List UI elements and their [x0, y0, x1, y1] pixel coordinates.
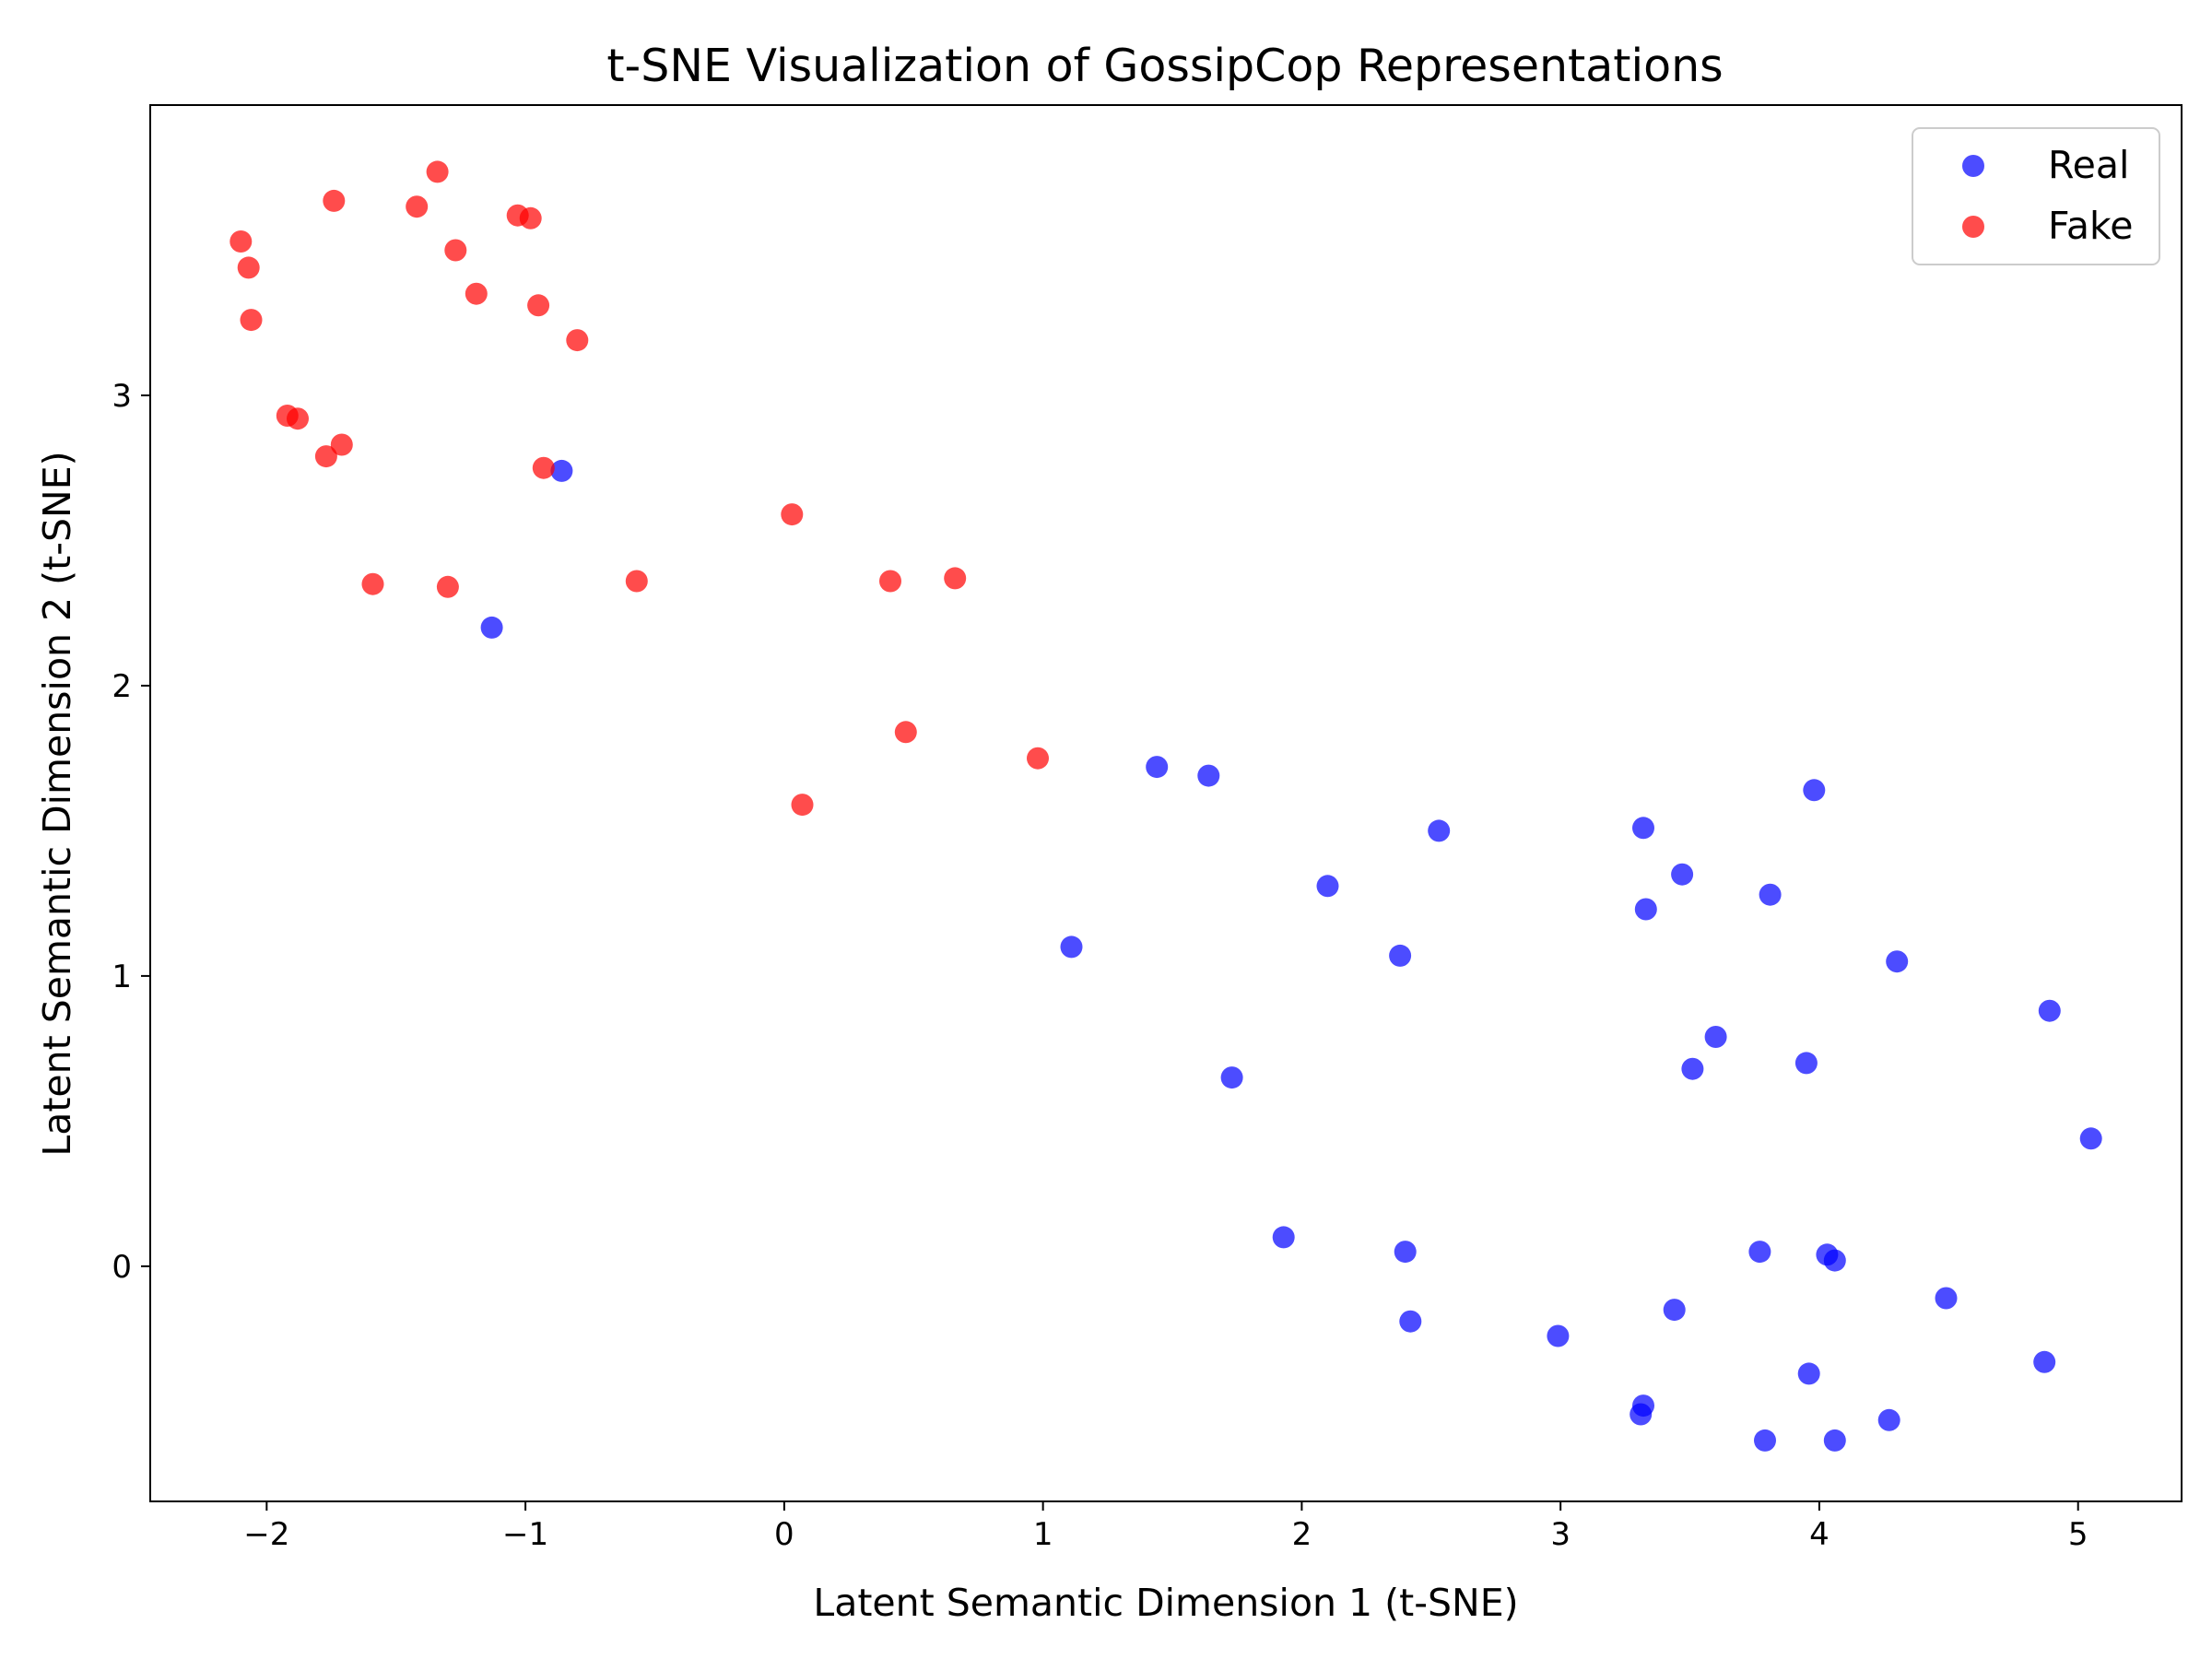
y-tick-label: 1 [112, 959, 132, 995]
legend-label-real: Real [2048, 143, 2129, 187]
x-tick-label: 3 [1550, 1516, 1571, 1553]
point-fake-11 [436, 575, 459, 598]
point-real-2 [1060, 935, 1083, 959]
point-fake-4 [287, 407, 309, 430]
x-tick-label: 5 [2068, 1516, 2088, 1553]
point-fake-5 [314, 445, 337, 468]
point-real-25 [1797, 1362, 1820, 1385]
legend-marker-fake [1962, 216, 1984, 238]
point-fake-25 [1027, 747, 1049, 770]
y-tick-label: 2 [112, 668, 132, 705]
x-tick-label: 0 [774, 1516, 794, 1553]
point-real-8 [1389, 944, 1412, 967]
point-fake-12 [444, 239, 467, 262]
x-axis-label: Latent Semantic Dimension 1 (t-SNE) [813, 1581, 1518, 1625]
point-fake-1 [237, 256, 260, 279]
point-real-33 [2033, 1350, 2056, 1373]
x-tick-label: −2 [243, 1516, 289, 1553]
point-real-14 [1632, 1394, 1654, 1418]
point-real-22 [1754, 1429, 1776, 1452]
point-real-19 [1681, 1057, 1704, 1080]
y-tick-label: 0 [112, 1249, 132, 1286]
x-tick-label: 2 [1292, 1516, 1312, 1553]
point-real-18 [1671, 863, 1694, 886]
point-fake-21 [791, 794, 814, 817]
legend: Real Fake [1912, 127, 2160, 265]
point-fake-18 [566, 329, 589, 352]
point-fake-9 [406, 195, 429, 218]
point-real-34 [2038, 999, 2061, 1022]
point-real-32 [1935, 1287, 1958, 1310]
chart-title: t-SNE Visualization of GossipCop Represe… [606, 40, 1723, 92]
point-fake-15 [519, 206, 542, 229]
point-real-23 [1759, 883, 1782, 906]
plot-frame [149, 104, 2183, 1502]
point-fake-17 [532, 456, 555, 479]
point-fake-22 [879, 570, 901, 593]
point-real-11 [1428, 819, 1451, 842]
point-real-35 [2079, 1127, 2102, 1150]
point-fake-7 [330, 433, 353, 456]
point-real-24 [1794, 1052, 1818, 1075]
x-tick-label: 1 [1033, 1516, 1053, 1553]
legend-label-fake: Fake [2048, 204, 2133, 248]
point-real-9 [1394, 1241, 1417, 1264]
point-fake-2 [240, 309, 263, 332]
point-fake-0 [229, 230, 253, 253]
point-fake-13 [465, 282, 488, 305]
point-fake-16 [527, 294, 550, 317]
point-real-4 [1197, 764, 1220, 787]
point-fake-8 [361, 572, 384, 595]
point-real-12 [1547, 1324, 1570, 1347]
point-real-7 [1316, 875, 1339, 898]
point-real-30 [1877, 1408, 1900, 1431]
point-real-17 [1663, 1299, 1686, 1322]
point-real-16 [1634, 898, 1657, 921]
x-tick-label: −1 [502, 1516, 548, 1553]
x-tick-label: 4 [1809, 1516, 1830, 1553]
y-axis-label: Latent Semantic Dimension 2 (t-SNE) [35, 451, 79, 1156]
point-fake-24 [944, 567, 967, 590]
point-real-26 [1803, 779, 1826, 802]
y-axis-ticks: 0 1 2 3 [112, 378, 150, 1286]
point-real-6 [1272, 1226, 1295, 1249]
legend-marker-real [1962, 155, 1984, 177]
point-real-20 [1704, 1026, 1727, 1048]
point-real-15 [1632, 817, 1654, 840]
point-fake-23 [894, 721, 917, 744]
points-layer [229, 160, 2102, 1452]
y-tick-label: 3 [112, 378, 132, 415]
point-real-0 [550, 459, 573, 482]
point-real-21 [1748, 1241, 1771, 1264]
point-real-10 [1399, 1310, 1422, 1333]
point-fake-6 [323, 189, 346, 212]
point-fake-10 [426, 160, 449, 183]
point-real-1 [480, 616, 503, 639]
point-real-3 [1146, 756, 1169, 779]
point-real-29 [1823, 1429, 1846, 1452]
point-fake-19 [625, 570, 648, 593]
point-real-5 [1220, 1066, 1243, 1089]
x-axis-ticks: −2 −1 0 1 2 3 4 5 [243, 1501, 2088, 1553]
point-fake-20 [781, 503, 804, 526]
point-real-28 [1823, 1249, 1846, 1272]
point-real-31 [1886, 950, 1909, 973]
